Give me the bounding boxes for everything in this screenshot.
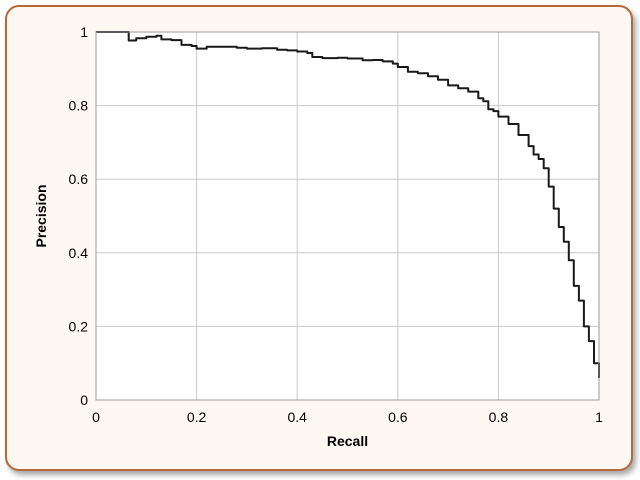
- plot-border: [95, 31, 600, 401]
- x-tick-label: 0.4: [287, 409, 307, 425]
- precision-recall-curve: [96, 31, 600, 378]
- y-tick-label: 0.6: [69, 171, 89, 187]
- x-axis-title: Recall: [327, 433, 368, 449]
- x-tick-label: 1: [595, 409, 603, 425]
- tick-labels: 00 0.2 0.2 0.4 0.4 0.6 0.6 0.8 0.8 1 1: [69, 24, 604, 425]
- y-tick-label: 1: [80, 24, 88, 40]
- x-tick-label: 0.8: [489, 409, 509, 425]
- x-tick-label: 0.6: [388, 409, 408, 425]
- y-tick-label: 0.8: [69, 98, 89, 114]
- y-axis-title: Precision: [33, 184, 49, 247]
- plot-area: [96, 32, 599, 400]
- x-tick-label: 0: [92, 409, 100, 425]
- y-tick-label: 0.4: [69, 245, 89, 261]
- y-tick-label: 0.2: [69, 318, 89, 334]
- y-tick-label: 0: [80, 392, 88, 408]
- x-tick-label: 0.2: [187, 409, 207, 425]
